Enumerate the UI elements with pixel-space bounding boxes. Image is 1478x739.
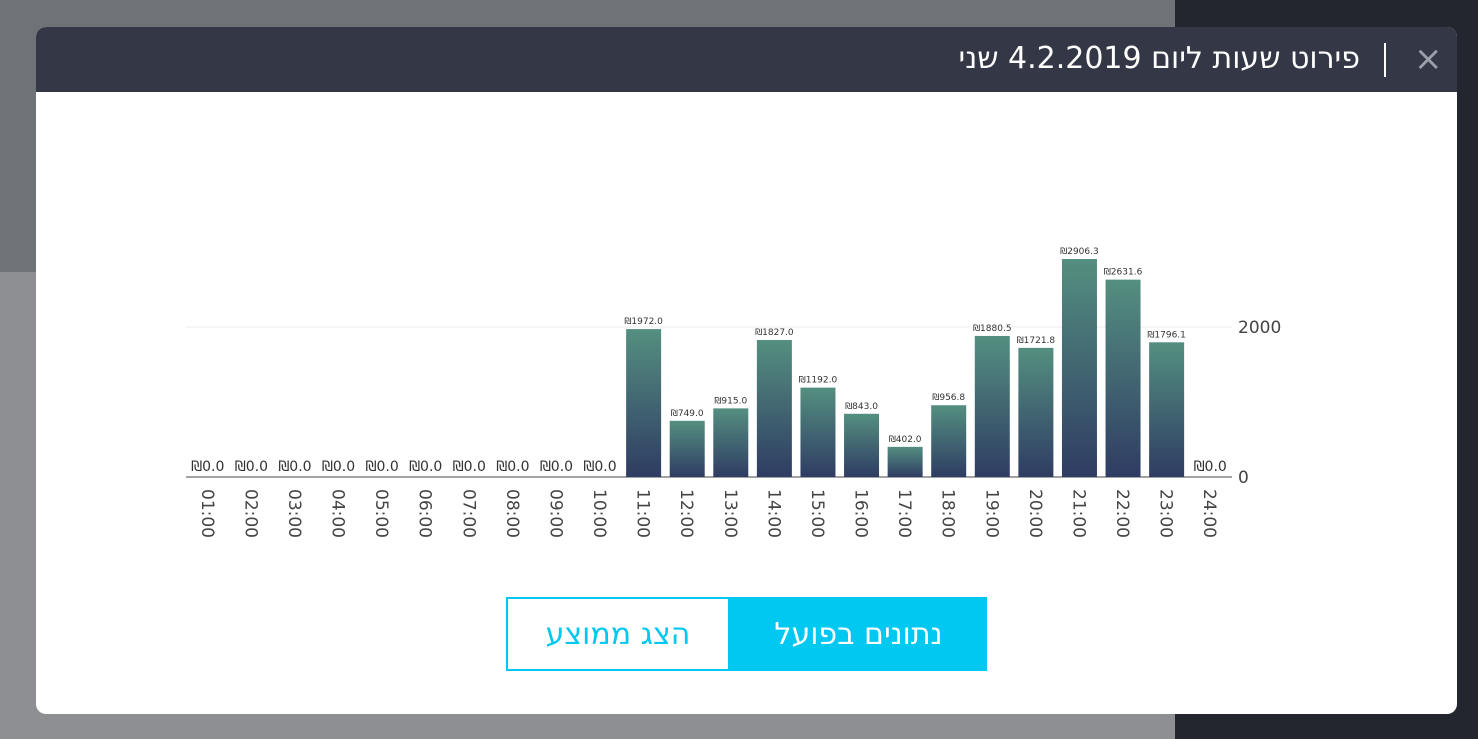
x-tick-label: 21:00 [1068,489,1088,538]
x-tick-label: 15:00 [807,489,827,538]
value-label: ₪0.0 [496,459,529,475]
close-button[interactable]: × [1414,39,1443,79]
y-tick-label: 0 [1238,468,1249,488]
bar [713,408,749,477]
value-label: ₪0.0 [191,459,224,475]
x-tick-label: 16:00 [851,489,871,538]
bar [931,405,967,477]
x-tick-label: 11:00 [633,489,653,538]
value-label: ₪0.0 [409,459,442,475]
bar [626,329,662,477]
x-tick-label: 04:00 [328,489,348,538]
value-label: ₪0.0 [540,459,573,475]
value-label: ₪0.0 [453,459,486,475]
value-label: ₪2631.6 [1104,268,1143,278]
modal-title: פירוט שעות ליום 4.2.2019 שני [958,41,1361,76]
x-tick-label: 02:00 [240,489,260,538]
bar [974,335,1010,477]
value-label: ₪1827.0 [755,328,794,338]
x-tick-label: 10:00 [589,489,609,538]
value-label: ₪915.0 [714,396,747,406]
actual-data-button[interactable]: נתונים בפועל [730,597,987,671]
value-label: ₪0.0 [235,459,268,475]
value-label: ₪749.0 [671,409,704,419]
bar [756,339,792,477]
x-tick-label: 20:00 [1025,489,1045,538]
bar [800,387,836,477]
value-label: ₪1880.5 [973,324,1012,334]
bar [669,420,705,477]
value-label: ₪843.0 [845,402,878,412]
x-tick-label: 09:00 [545,489,565,538]
x-tick-label: 23:00 [1156,489,1176,538]
value-label: ₪0.0 [583,459,616,475]
y-tick-label: 2000 [1238,318,1281,338]
x-tick-label: 19:00 [981,489,1001,538]
value-label: ₪1192.0 [799,376,838,386]
chart: 0 2000 ₪0.0 01:00 ₪0.0 02:00 ₪0.0 03:00 ₪0.0 04:0… [186,247,1281,538]
x-tick-label: 12:00 [676,489,696,538]
bar [1061,259,1097,477]
bar [1149,342,1185,477]
x-tick-label: 17:00 [894,489,914,538]
modal: פירוט שעות ליום 4.2.2019 שני × 0 2000 ₪0.0… [36,27,1457,714]
x-tick-label: 18:00 [938,489,958,538]
value-label: ₪1796.1 [1147,330,1186,340]
x-tick-label: 06:00 [415,489,435,538]
x-tick-label: 07:00 [458,489,478,538]
x-tick-label: 13:00 [720,489,740,538]
value-label: ₪956.8 [932,393,965,403]
separator [1384,43,1386,77]
value-label: ₪2906.3 [1060,247,1099,257]
value-label: ₪0.0 [366,459,399,475]
value-label: ₪1972.0 [624,317,663,327]
value-label: ₪1721.8 [1017,336,1056,346]
x-tick-label: 01:00 [197,489,217,538]
value-label: ₪0.0 [278,459,311,475]
modal-header: פירוט שעות ליום 4.2.2019 שני × [36,27,1457,92]
x-tick-label: 24:00 [1199,489,1219,538]
x-tick-label: 22:00 [1112,489,1132,538]
value-label: ₪0.0 [322,459,355,475]
x-tick-label: 03:00 [284,489,304,538]
bar [1018,347,1054,477]
bar [1105,279,1141,477]
bar [887,446,923,477]
x-tick-label: 05:00 [371,489,391,538]
value-label: ₪0.0 [1194,459,1227,475]
x-tick-label: 14:00 [763,489,783,538]
x-tick-label: 08:00 [502,489,522,538]
average-button[interactable]: הצג ממוצע [506,597,730,671]
value-label: ₪402.0 [889,435,922,445]
bar [844,413,880,477]
